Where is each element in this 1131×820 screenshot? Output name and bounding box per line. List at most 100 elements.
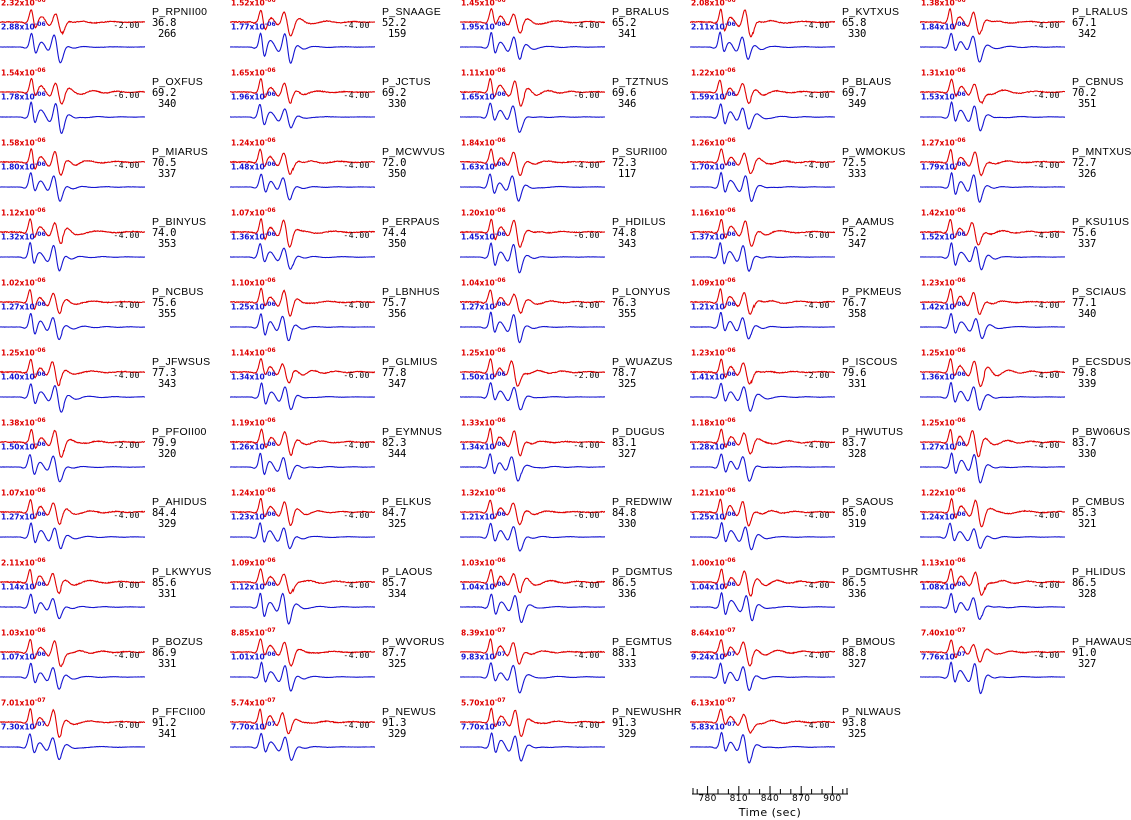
waveform-panel: 1.03x10-06 1.04x10-06 -4.00 P_DGMTUS 86.5 336 <box>460 557 690 630</box>
azimuth-label: 117 <box>618 168 637 180</box>
observed-amplitude-label: 1.09x10-06 <box>691 277 736 288</box>
azimuth-label: 330 <box>848 28 867 40</box>
waveform-plot <box>920 350 1065 420</box>
azimuth-label: 330 <box>1078 448 1097 460</box>
waveform-panel: 1.45x10-06 1.95x10-06 -4.00 P_BRALUS 65.2 341 <box>460 0 690 70</box>
axis-tick-label: 840 <box>760 794 780 804</box>
azimuth-label: 319 <box>848 518 867 530</box>
waveform-plot <box>0 350 145 420</box>
waveform-plot <box>230 0 375 70</box>
azimuth-label: 327 <box>1078 658 1097 670</box>
waveform-panel: 1.25x10-06 1.40x10-06 -4.00 P_JFWSUS 77.3 343 <box>0 347 230 420</box>
waveform-plot <box>230 280 375 350</box>
waveform-panel: 1.20x10-06 1.45x10-06 -6.00 P_HDILUS 74.8 343 <box>460 207 690 280</box>
epicentral-distance-label: 82.3 <box>382 437 407 449</box>
observed-amplitude-label: 1.38x10-06 <box>921 0 966 8</box>
waveform-panel: 1.31x10-06 1.53x10-06 -4.00 P_CBNUS 70.2 351 <box>920 67 1131 140</box>
synthetic-amplitude-label: 1.70x10-06 <box>691 161 736 172</box>
observed-trace <box>690 708 835 734</box>
synthetic-amplitude-label: 1.59x10-06 <box>691 91 736 102</box>
time-shift-label: -4.00 <box>573 721 600 730</box>
observed-amplitude-label: 1.19x10-06 <box>231 417 276 428</box>
epicentral-distance-label: 67.1 <box>1072 17 1097 29</box>
station-label: P_HDILUS <box>612 216 666 228</box>
synthetic-trace <box>690 591 835 622</box>
observed-trace <box>460 218 605 248</box>
azimuth-label: 350 <box>388 168 407 180</box>
epicentral-distance-label: 72.7 <box>1072 157 1097 169</box>
time-shift-label: -4.00 <box>343 91 370 100</box>
station-label: P_NEWUS <box>382 706 437 718</box>
azimuth-label: 326 <box>1078 168 1097 180</box>
observed-amplitude-label: 1.18x10-06 <box>691 417 736 428</box>
epicentral-distance-label: 75.7 <box>382 297 407 309</box>
observed-trace <box>0 9 145 36</box>
waveform-plot <box>0 140 145 210</box>
axis-tick-label: 900 <box>823 794 842 804</box>
time-shift-label: -6.00 <box>803 231 830 240</box>
observed-amplitude-label: 1.31x10-06 <box>921 67 966 78</box>
station-label: P_KVTXUS <box>842 6 900 18</box>
azimuth-label: 266 <box>158 28 177 40</box>
station-label: P_WVORUS <box>382 636 445 648</box>
epicentral-distance-label: 86.5 <box>1072 577 1097 589</box>
epicentral-distance-label: 91.3 <box>612 717 637 729</box>
azimuth-label: 329 <box>388 728 407 740</box>
waveform-plot <box>690 560 835 630</box>
azimuth-label: 350 <box>388 238 407 250</box>
azimuth-label: 355 <box>618 308 637 320</box>
station-label: P_TZTNUS <box>612 76 669 88</box>
observed-amplitude-label: 1.42x10-06 <box>921 207 966 218</box>
observed-amplitude-label: 1.24x10-06 <box>231 137 276 148</box>
observed-trace <box>920 357 1065 388</box>
observed-trace <box>460 357 605 387</box>
synthetic-amplitude-label: 1.27x10-06 <box>1 511 46 522</box>
synthetic-trace <box>0 733 145 761</box>
time-shift-label: -4.00 <box>1033 441 1060 450</box>
synthetic-trace <box>230 382 375 411</box>
waveform-plot <box>0 210 145 280</box>
synthetic-trace <box>460 242 605 274</box>
synthetic-amplitude-label: 2.88x10-06 <box>1 21 46 32</box>
time-shift-label: -6.00 <box>573 91 600 100</box>
synthetic-trace <box>0 522 145 550</box>
synthetic-amplitude-label: 7.70x10-07 <box>231 721 276 732</box>
waveform-panel: 1.09x10-06 1.21x10-06 -4.00 P_PKMEUS 76.7 358 <box>690 277 920 350</box>
synthetic-trace <box>460 311 605 344</box>
waveform-plot <box>0 420 145 490</box>
station-label: P_BINYUS <box>152 216 207 228</box>
observed-trace <box>0 217 145 245</box>
waveform-plot <box>0 630 145 700</box>
synthetic-trace <box>920 312 1065 340</box>
station-label: P_BRALUS <box>612 6 670 18</box>
epicentral-distance-label: 88.8 <box>842 647 867 659</box>
time-shift-label: -4.00 <box>573 21 600 30</box>
azimuth-label: 333 <box>848 168 867 180</box>
time-shift-label: -4.00 <box>343 21 370 30</box>
waveform-plot <box>920 630 1065 700</box>
time-shift-label: -4.00 <box>1033 161 1060 170</box>
epicentral-distance-label: 76.7 <box>842 297 867 309</box>
synthetic-trace <box>0 101 145 135</box>
synthetic-amplitude-label: 1.32x10-06 <box>1 231 46 242</box>
waveform-panel: 1.18x10-06 1.28x10-06 -4.00 P_HWUTUS 83.7 328 <box>690 417 920 490</box>
epicentral-distance-label: 83.7 <box>842 437 867 449</box>
waveform-panel: 6.13x10-07 5.83x10-07 -4.00 P_NLWAUS 93.8 325 <box>690 697 920 770</box>
waveform-plot <box>920 490 1065 560</box>
time-shift-label: -4.00 <box>1033 231 1060 240</box>
station-label: P_MNTXUS <box>1072 146 1131 158</box>
observed-trace <box>690 288 835 315</box>
synthetic-amplitude-label: 1.63x10-06 <box>461 161 506 172</box>
waveform-plot <box>920 70 1065 140</box>
synthetic-amplitude-label: 1.34x10-06 <box>231 371 276 382</box>
azimuth-label: 347 <box>848 238 867 250</box>
station-label: P_REDWIW <box>612 496 673 508</box>
axis-tick-label: 780 <box>698 794 717 804</box>
synthetic-trace <box>690 521 835 551</box>
observed-amplitude-label: 8.64x10-07 <box>691 627 736 638</box>
time-shift-label: -4.00 <box>1033 511 1060 520</box>
observed-trace <box>230 217 375 248</box>
synthetic-trace <box>460 662 605 694</box>
waveform-plot <box>0 70 145 140</box>
waveform-plot <box>690 280 835 350</box>
